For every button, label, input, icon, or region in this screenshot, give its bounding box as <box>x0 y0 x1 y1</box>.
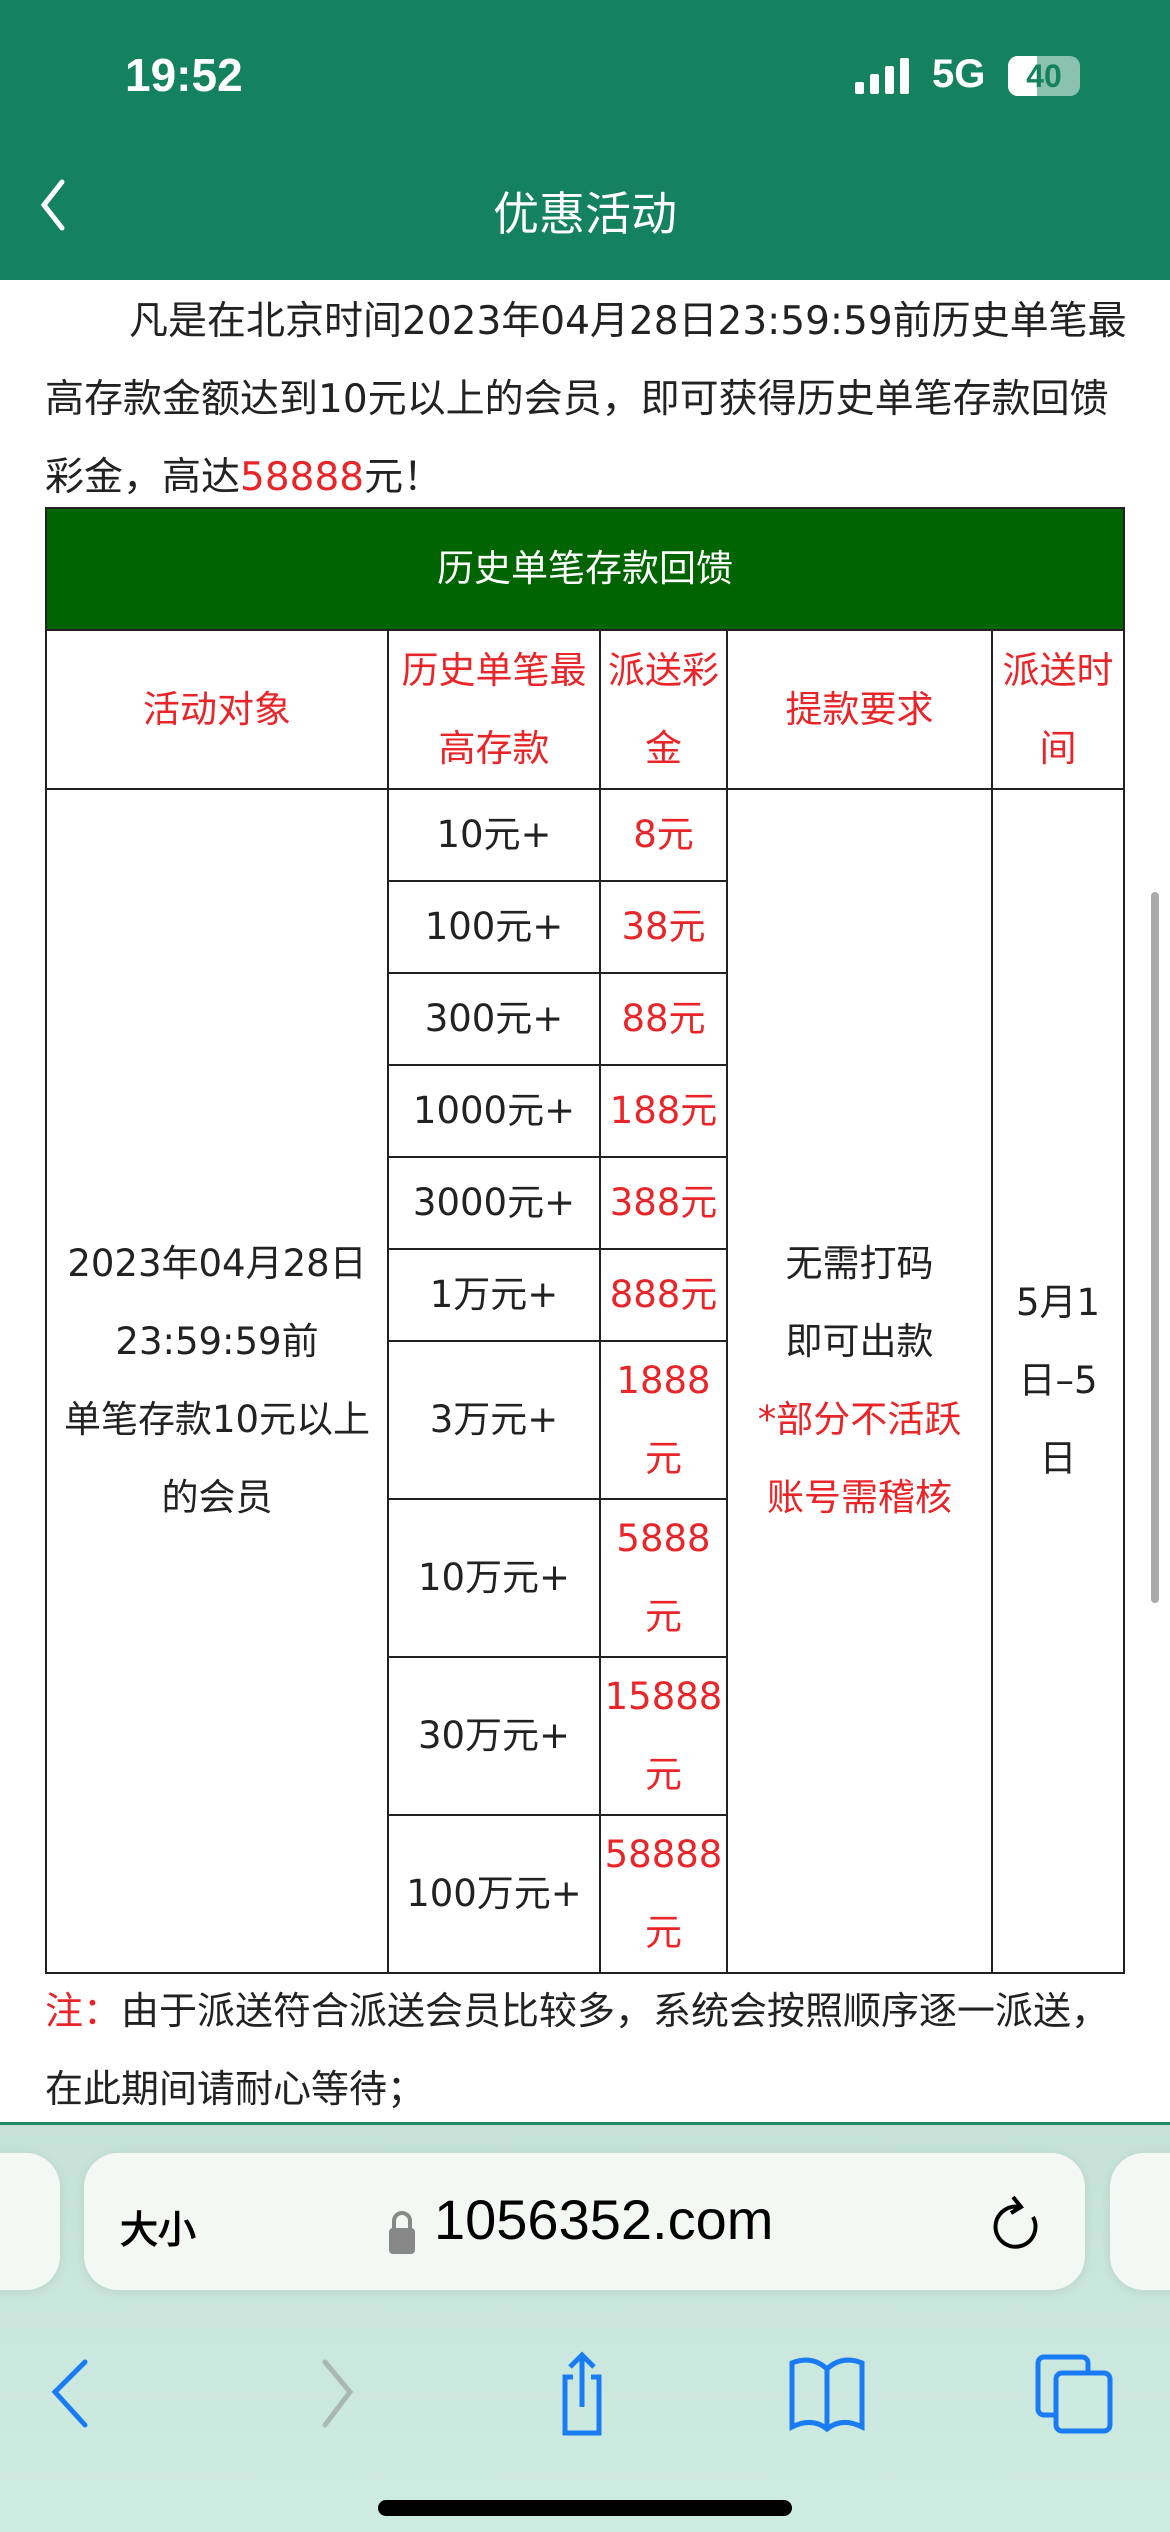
deposit-cell: 10元+ <box>387 788 601 882</box>
withdraw-line: 无需打码 <box>785 1242 934 1285</box>
scrollbar[interactable] <box>1151 892 1159 1603</box>
header-cell: 提款要求 <box>726 629 993 790</box>
deposit-cell: 100万元+ <box>387 1814 601 1974</box>
page-title: 优惠活动 <box>493 187 677 241</box>
header-cell: 历史单笔最高存款 <box>387 629 601 790</box>
deposit-cell: 30万元+ <box>387 1656 601 1816</box>
page-settings-button[interactable]: 大小 <box>120 2208 197 2252</box>
target-line: 2023年04月28日 <box>67 1242 367 1285</box>
intro-highlight: 58888 <box>240 455 365 500</box>
deposit-cell: 3万元+ <box>387 1340 601 1500</box>
note-label: 注： <box>45 1989 122 2033</box>
header-cell: 活动对象 <box>45 629 389 790</box>
header-cell: 派送彩金 <box>599 629 728 790</box>
table-header-row: 活动对象 历史单笔最高存款 派送彩金 提款要求 派送时间 <box>45 629 1126 790</box>
withdraw-note-line: 账号需稽核 <box>767 1476 952 1519</box>
lock-icon <box>389 2211 415 2254</box>
deposit-cell: 3000元+ <box>387 1156 601 1250</box>
browser-toolbar: 大小 1056352.com <box>0 2122 1170 2532</box>
signal-icon <box>855 58 909 94</box>
rebate-table: 历史单笔存款回馈 活动对象 历史单笔最高存款 派送彩金 提款要求 派送时间 20… <box>44 507 1126 1974</box>
status-time: 19:52 <box>125 49 243 101</box>
bonus-cell: 8元 <box>599 788 728 882</box>
header-cell: 派送时间 <box>990 629 1126 790</box>
table-row: 3000元+ 388元 <box>46 1156 1124 1250</box>
bonus-cell: 188元 <box>599 1064 728 1158</box>
deposit-cell: 100元+ <box>387 880 601 974</box>
network-type: 5G <box>932 52 986 96</box>
reload-icon[interactable] <box>989 2193 1045 2259</box>
table-row: 1万元+ 888元 <box>46 1248 1124 1342</box>
table-row: 100万元+ 58888元 <box>46 1814 1124 1974</box>
bonus-cell: 88元 <box>599 972 728 1066</box>
withdraw-line: 即可出款 <box>785 1320 934 1363</box>
table-row: 300元+ 88元 <box>46 972 1124 1066</box>
deposit-cell: 1000元+ <box>387 1064 601 1158</box>
share-icon[interactable] <box>537 2347 627 2437</box>
back-icon[interactable] <box>40 2347 130 2437</box>
bonus-cell: 388元 <box>599 1156 728 1250</box>
forward-icon[interactable] <box>295 2347 385 2437</box>
table-row: 100元+ 38元 <box>46 880 1124 974</box>
intro-end: 元！ <box>364 455 443 500</box>
battery-level: 40 <box>1026 58 1062 94</box>
table-row: 30万元+ 15888元 <box>46 1656 1124 1816</box>
address-bar[interactable]: 大小 1056352.com <box>84 2153 1085 2290</box>
target-cell: 2023年04月28日 23:59:59前单笔存款10元以上 的会员 <box>45 788 389 1974</box>
battery-icon: 40 <box>1008 56 1080 96</box>
table-row: 2023年04月28日 23:59:59前 单笔存款10元以上 的会员 10元+ 8元 无需… <box>45 788 1126 1974</box>
table-title: 历史单笔存款回馈 <box>44 507 1126 631</box>
deposit-cell: 10万元+ <box>387 1498 601 1658</box>
bookmarks-icon[interactable] <box>782 2347 872 2437</box>
bonus-cell: 5888元 <box>599 1498 728 1658</box>
bonus-cell: 1888元 <box>599 1340 728 1500</box>
table-row: 10万元+ 5888元 <box>46 1498 1124 1658</box>
bonus-cell: 58888元 <box>599 1814 728 1974</box>
target-line: 单笔存款10元以上 <box>63 1398 371 1441</box>
table-row: 1000元+ 188元 <box>46 1064 1124 1158</box>
app-header: 19:52 5G 40 优惠活动 <box>0 0 1170 280</box>
bonus-cell: 888元 <box>599 1248 728 1342</box>
bonus-cell: 15888元 <box>599 1656 728 1816</box>
note-text: 由于派送符合派送会员比较多，系统会按照顺序逐一派送，在此期间请耐心等待； <box>45 1989 1110 2111</box>
time-cell: 5月1日–5日 <box>990 788 1126 1974</box>
tabs-icon[interactable] <box>1030 2347 1120 2437</box>
deposit-cell: 1万元+ <box>387 1248 601 1342</box>
deposit-cell: 300元+ <box>387 972 601 1066</box>
home-indicator <box>378 2500 792 2516</box>
note: 注：由于派送符合派送会员比较多，系统会按照顺序逐一派送，在此期间请耐心等待； <box>45 1972 1135 2128</box>
withdraw-cell: 无需打码即可出款 *部分不活跃 账号需稽核 <box>726 788 993 1974</box>
intro-text: 凡是在北京时间2023年04月28日23:59:59前历史单笔最高存款金额达到1… <box>45 283 1135 517</box>
bonus-cell: 38元 <box>599 880 728 974</box>
prev-tab-pill[interactable] <box>0 2153 60 2290</box>
withdraw-note-line: *部分不活跃 <box>757 1398 962 1441</box>
url-text[interactable]: 1056352.com <box>434 2188 774 2251</box>
table-row: 3万元+ 1888元 <box>46 1340 1124 1500</box>
next-tab-pill[interactable] <box>1110 2153 1170 2290</box>
intro-body: 凡是在北京时间2023年04月28日23:59:59前历史单笔最高存款金额达到1… <box>45 299 1127 500</box>
back-button[interactable] <box>30 170 90 240</box>
target-line: 23:59:59前 <box>115 1320 319 1363</box>
target-line: 的会员 <box>161 1476 273 1519</box>
